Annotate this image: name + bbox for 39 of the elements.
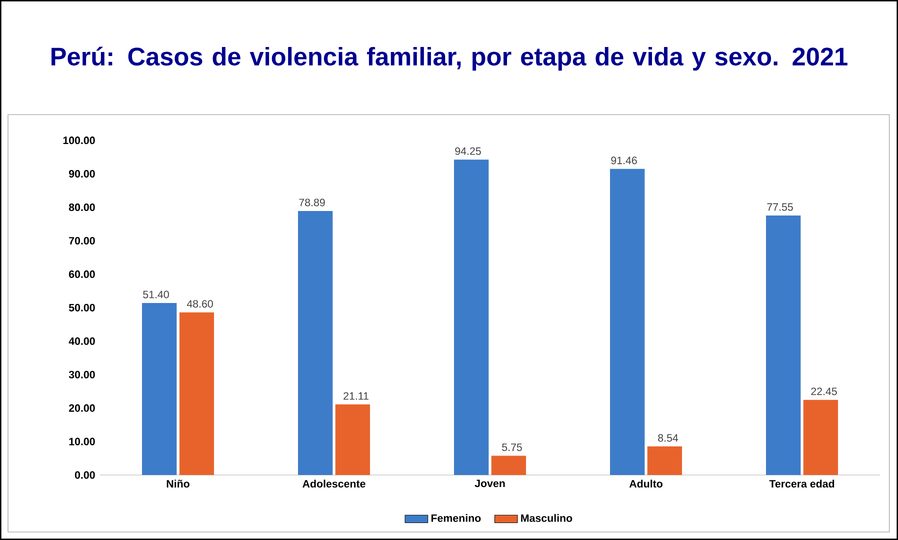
y-tick-label: 90.00	[68, 170, 95, 178]
x-tick-label: Adolescente	[302, 480, 366, 488]
legend-label: Masculino	[521, 514, 572, 522]
data-label: 5.75	[502, 444, 522, 452]
y-tick-label: 0.00	[74, 471, 95, 479]
y-tick-label: 50.00	[68, 304, 95, 312]
y-tick-label: 40.00	[68, 337, 95, 345]
chart-title: Perú: Casos de violencia familiar, por etapa de vida y sexo. 2021	[52, 46, 848, 71]
data-label: 8.54	[658, 434, 678, 442]
bar	[454, 160, 489, 475]
data-label: 91.46	[611, 156, 637, 164]
bar	[142, 302, 177, 475]
bar	[335, 404, 370, 475]
bar	[766, 215, 801, 475]
data-label: 48.60	[186, 300, 213, 308]
bar	[610, 168, 645, 475]
data-label: 21.11	[344, 392, 368, 400]
data-label: 78.89	[299, 198, 325, 206]
bar	[803, 400, 838, 475]
y-tick-label: 70.00	[69, 236, 95, 245]
bar	[298, 210, 333, 475]
x-tick-label: Niño	[166, 480, 190, 488]
y-tick-label: 30.00	[68, 370, 95, 378]
bar	[491, 456, 526, 475]
legend-label: Femenino	[431, 514, 481, 522]
x-tick-label: Tercera edad	[769, 480, 834, 488]
y-tick-label: 80.00	[68, 203, 95, 212]
bar	[647, 446, 682, 475]
x-tick-label: Adulto	[629, 480, 662, 488]
y-tick-label: 20.00	[68, 404, 95, 412]
data-label: 77.55	[767, 203, 793, 211]
data-label: 22.45	[811, 388, 837, 396]
data-label: 94.25	[455, 147, 481, 155]
data-label: 51.40	[143, 290, 169, 298]
x-tick-label: Joven	[474, 480, 505, 488]
y-tick-label: 10.00	[69, 438, 95, 446]
bar	[179, 312, 214, 475]
y-tick-label: 60.00	[69, 270, 95, 278]
y-tick-label: 100.00	[63, 136, 95, 144]
